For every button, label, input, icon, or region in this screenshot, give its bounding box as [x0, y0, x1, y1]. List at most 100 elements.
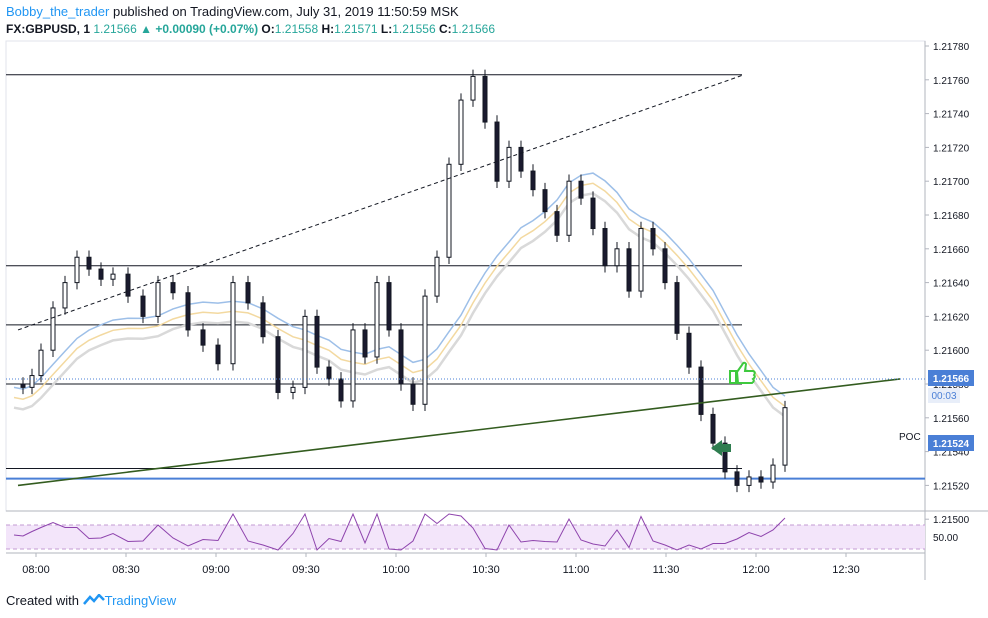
- candle-body: [326, 366, 332, 380]
- tradingview-logo-icon: [82, 593, 105, 605]
- candle-body: [350, 329, 356, 402]
- ma-blue-line: [13, 172, 786, 397]
- open-label: O:: [261, 22, 275, 36]
- candle-body: [734, 471, 740, 486]
- last-price-badge-text: 1.21566: [933, 374, 970, 385]
- candle-body: [746, 476, 752, 486]
- candle-body: [770, 464, 776, 483]
- candle-body: [20, 383, 26, 388]
- last-price: 1.21566: [93, 22, 137, 36]
- x-tick-label: 09:00: [202, 564, 230, 576]
- y-tick-label: 1.21680: [933, 211, 970, 222]
- candle-body: [200, 329, 206, 346]
- candle-body: [602, 228, 608, 267]
- candle-body: [374, 282, 380, 358]
- candle-body: [758, 476, 764, 483]
- candle-body: [338, 378, 344, 402]
- candle-body: [614, 248, 620, 267]
- open-value: 1.21558: [274, 22, 319, 36]
- candle-body: [74, 256, 80, 284]
- symbol-label[interactable]: FX:GBPUSD, 1: [6, 22, 91, 36]
- candle-body: [638, 228, 644, 292]
- countdown-text: 00:03: [931, 391, 956, 402]
- candle-body: [275, 336, 281, 393]
- poc-price-badge: 1.21524: [928, 435, 974, 451]
- y-tick-label: 1.21640: [933, 279, 970, 290]
- low-label: L:: [380, 22, 393, 36]
- candle-body: [362, 329, 368, 358]
- poc-price-badge-text: 1.21524: [933, 439, 970, 450]
- x-tick-label: 12:00: [742, 564, 770, 576]
- candle-body: [230, 282, 236, 365]
- y-tick-label: 1.21600: [933, 346, 970, 357]
- candle-body: [458, 99, 464, 165]
- candle-body: [260, 302, 266, 338]
- candle-body: [650, 228, 656, 250]
- rsi-line: [13, 512, 786, 551]
- x-tick-label: 10:30: [472, 564, 500, 576]
- candle-body: [554, 211, 560, 236]
- symbol-header: FX:GBPUSD, 1 1.21566 ▲ +0.00090 (+0.07%)…: [6, 22, 495, 36]
- candle-body: [494, 121, 500, 182]
- rsi-band: [6, 525, 925, 549]
- y-tick-label: 1.21540: [933, 448, 970, 459]
- y-tick-label: 1.21520: [933, 481, 970, 492]
- candle-body: [674, 282, 680, 334]
- candle-body: [710, 413, 716, 444]
- price-change: +0.00090 (+0.07%): [155, 22, 259, 36]
- up-triangle-icon: ▲: [140, 22, 152, 36]
- author-link[interactable]: Bobby_the_trader: [6, 4, 110, 19]
- x-tick-label: 08:00: [22, 564, 50, 576]
- y-tick-label: 1.21560: [933, 414, 970, 425]
- countdown-badge: 00:03: [928, 388, 960, 403]
- candle-body: [626, 248, 632, 292]
- rsi-level-label: 50.00: [933, 533, 958, 544]
- candle-body: [170, 282, 176, 294]
- candle-body: [518, 146, 524, 172]
- footer: Created with TradingView: [6, 593, 176, 608]
- y-tick-label: 1.21660: [933, 245, 970, 256]
- candle-body: [398, 329, 404, 385]
- candle-body: [86, 256, 92, 270]
- candle-body: [530, 170, 536, 191]
- candle-body: [782, 407, 788, 466]
- candle-body: [470, 75, 476, 101]
- candle-body: [506, 146, 512, 182]
- candle-body: [125, 273, 131, 297]
- candle-body: [215, 344, 221, 365]
- x-tick-label: 12:30: [832, 564, 860, 576]
- last-price-badge: 1.21566: [928, 370, 974, 386]
- candle-body: [245, 282, 251, 304]
- candle-body: [578, 180, 584, 199]
- candle-body: [446, 163, 452, 258]
- tradingview-link[interactable]: TradingView: [104, 593, 177, 608]
- candle-body: [98, 268, 104, 280]
- x-tick-label: 08:30: [112, 564, 140, 576]
- created-with-text: Created with: [6, 593, 79, 608]
- candle-body: [686, 332, 692, 368]
- dashed-trendline: [17, 74, 745, 331]
- candle-body: [698, 366, 704, 415]
- low-value: 1.21556: [392, 22, 436, 36]
- trendline: [17, 378, 901, 487]
- high-value: 1.21571: [334, 22, 378, 36]
- candle-body: [386, 282, 392, 331]
- candle-body: [590, 197, 596, 230]
- candle-body: [185, 292, 191, 331]
- close-value: 1.21566: [451, 22, 496, 36]
- candle-body: [110, 273, 116, 280]
- y-tick-label: 1.21740: [933, 110, 970, 121]
- candle-body: [140, 295, 146, 317]
- candle-body: [314, 315, 320, 368]
- close-label: C:: [438, 22, 452, 36]
- x-tick-label: 09:30: [292, 564, 320, 576]
- thumbs-up-icon: [729, 361, 756, 384]
- publish-header: Bobby_the_trader published on TradingVie…: [6, 4, 459, 19]
- candle-body: [290, 386, 296, 393]
- y-tick-label: 1.21780: [933, 42, 970, 53]
- candle-body: [722, 442, 728, 473]
- publish-info: published on TradingView.com, July 31, 2…: [109, 4, 459, 19]
- candle-body: [302, 315, 308, 388]
- candle-body: [482, 75, 488, 123]
